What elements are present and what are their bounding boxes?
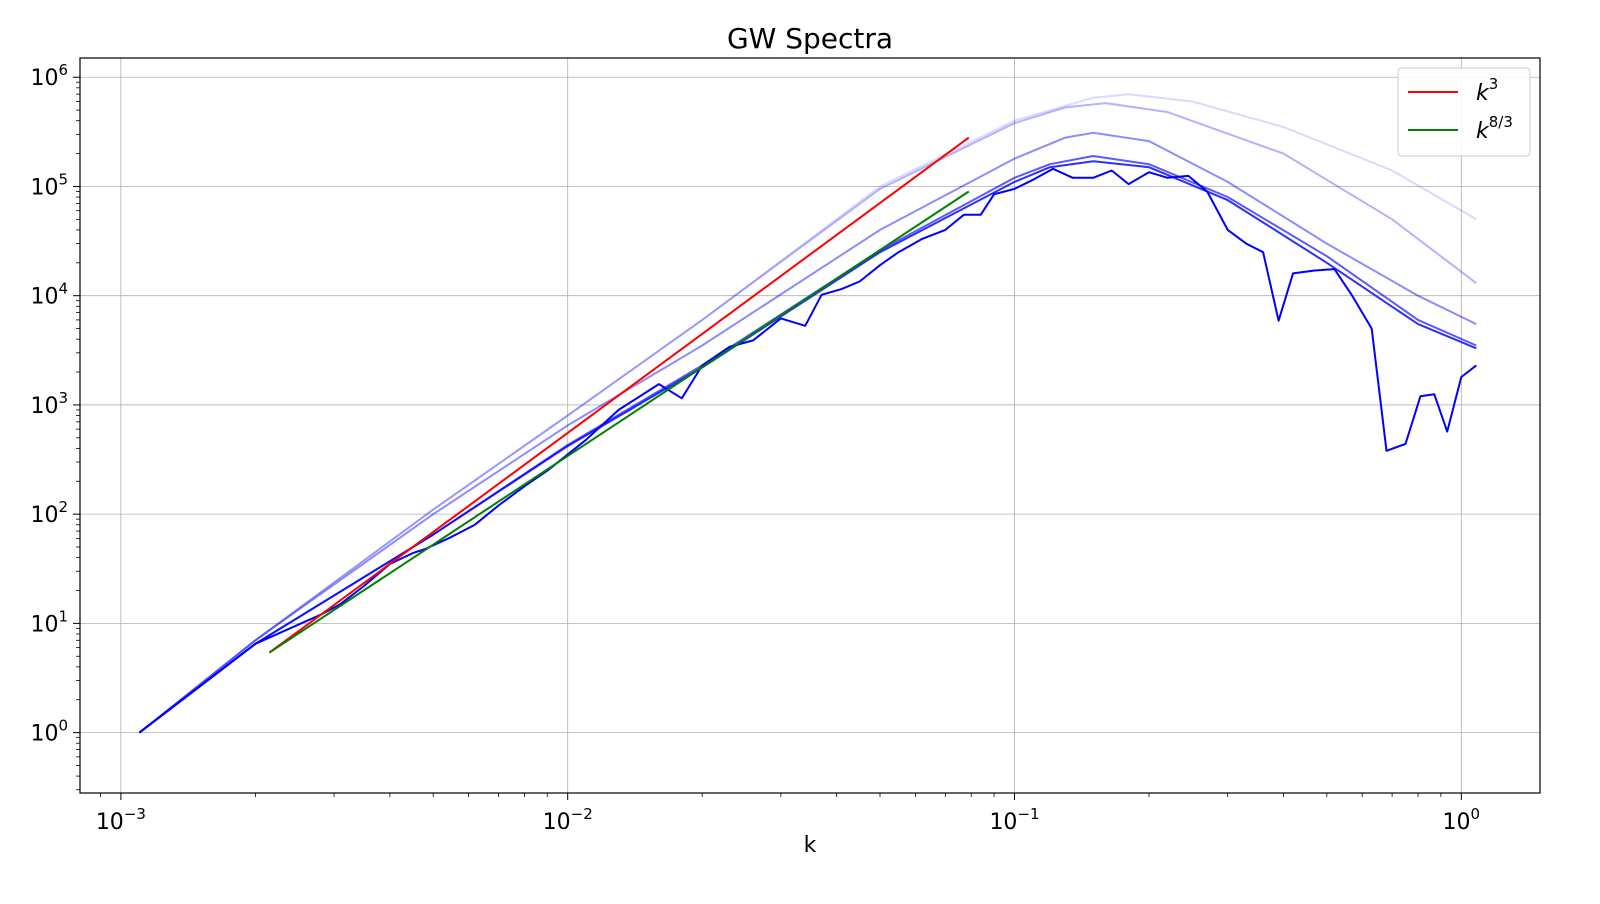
y-tick-label: 104	[30, 280, 68, 310]
legend-label-base: k	[1476, 119, 1490, 144]
x-tick-label: 10−3	[96, 805, 146, 835]
x-tick-label-base: 10	[1443, 810, 1471, 835]
legend-label: k3	[1476, 75, 1498, 106]
y-tick-label: 102	[30, 498, 68, 528]
spectrum-line-1	[138, 93, 1477, 734]
legend-box	[1397, 67, 1531, 157]
x-tick-label: 10−2	[543, 805, 593, 835]
y-tick-label-exponent: 0	[58, 717, 68, 735]
x-tick-label-exponent: −1	[1017, 805, 1039, 823]
spectrum-line-3	[138, 131, 1477, 734]
x-tick-label-exponent: −3	[124, 805, 146, 823]
y-tick-label-base: 10	[30, 285, 58, 310]
spectrum-line-6	[138, 167, 1477, 734]
y-tick-label-base: 10	[30, 394, 58, 419]
y-tick-label-base: 10	[30, 66, 58, 91]
x-tick-label-exponent: −2	[571, 805, 593, 823]
legend-label-exponent: 8/3	[1489, 113, 1513, 131]
legend-label: k8/3	[1476, 113, 1513, 144]
y-tick-label-exponent: 6	[58, 61, 68, 79]
y-tick-label-base: 10	[30, 503, 58, 528]
power-law-line-1	[268, 136, 970, 654]
power-law-line-2	[268, 190, 970, 654]
x-tick-label: 100	[1443, 805, 1481, 835]
y-tick-label-exponent: 2	[58, 498, 68, 516]
y-tick-label: 100	[30, 717, 68, 747]
y-tick-label-exponent: 1	[58, 607, 68, 625]
x-tick-label-base: 10	[543, 810, 571, 835]
y-tick-label-base: 10	[30, 722, 58, 747]
y-tick-label: 105	[30, 170, 68, 200]
y-tick-label-exponent: 3	[58, 389, 68, 407]
legend-label-exponent: 3	[1489, 75, 1499, 93]
x-tick-label-base: 10	[96, 810, 124, 835]
y-tick-label-base: 10	[30, 612, 58, 637]
y-tick-label: 106	[30, 61, 68, 91]
plot-area	[138, 93, 1477, 734]
spectrum-line-2	[138, 102, 1477, 734]
x-tick-label: 10−1	[989, 805, 1039, 835]
y-tick-label: 101	[30, 607, 68, 637]
y-tick-label: 103	[30, 389, 68, 419]
y-tick-label-base: 10	[30, 175, 58, 200]
x-tick-label-base: 10	[989, 810, 1017, 835]
x-tick-label-exponent: 0	[1471, 805, 1481, 823]
legend-label-base: k	[1476, 81, 1490, 106]
axes-frame	[79, 57, 1541, 794]
y-tick-label-exponent: 5	[58, 170, 68, 188]
chart-title: GW Spectra	[727, 22, 893, 55]
x-axis-label: k	[804, 833, 817, 858]
y-tick-label-exponent: 4	[58, 280, 68, 298]
spectrum-line-5	[138, 160, 1477, 734]
